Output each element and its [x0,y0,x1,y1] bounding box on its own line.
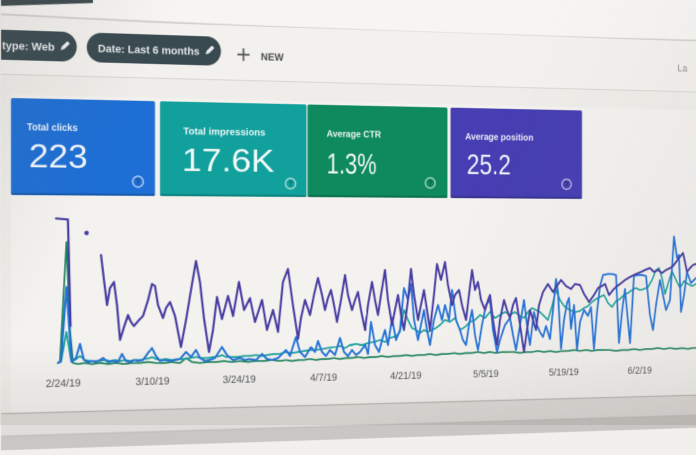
svg-text:4/21/19: 4/21/19 [390,370,422,382]
svg-text:17.6K: 17.6K [182,143,274,180]
svg-text:Average CTR: Average CTR [327,128,382,140]
svg-text:NEW: NEW [261,51,284,63]
svg-text:type: Web: type: Web [2,40,55,53]
svg-text:5/5/19: 5/5/19 [473,369,499,381]
svg-text:3/10/19: 3/10/19 [135,376,169,388]
svg-text:223: 223 [29,139,88,176]
svg-text:?: ? [428,179,432,187]
svg-text:5/19/19: 5/19/19 [549,367,579,379]
svg-text:Average position: Average position [465,131,533,143]
svg-text:Total clicks: Total clicks [27,121,78,134]
svg-text:2/24/19: 2/24/19 [46,378,81,391]
svg-text:1.3%: 1.3% [327,147,377,181]
svg-text:4/7/19: 4/7/19 [310,372,337,384]
svg-text:6/2/19: 6/2/19 [628,365,652,376]
svg-text:25.2: 25.2 [467,148,511,181]
svg-text:3/24/19: 3/24/19 [223,374,256,386]
svg-text:La: La [677,63,688,74]
svg-text:Total impressions: Total impressions [183,126,265,139]
svg-text:Date: Last 6 months: Date: Last 6 months [98,43,200,58]
svg-text:?: ? [136,178,141,187]
svg-text:?: ? [288,180,293,189]
svg-text:?: ? [565,181,569,189]
